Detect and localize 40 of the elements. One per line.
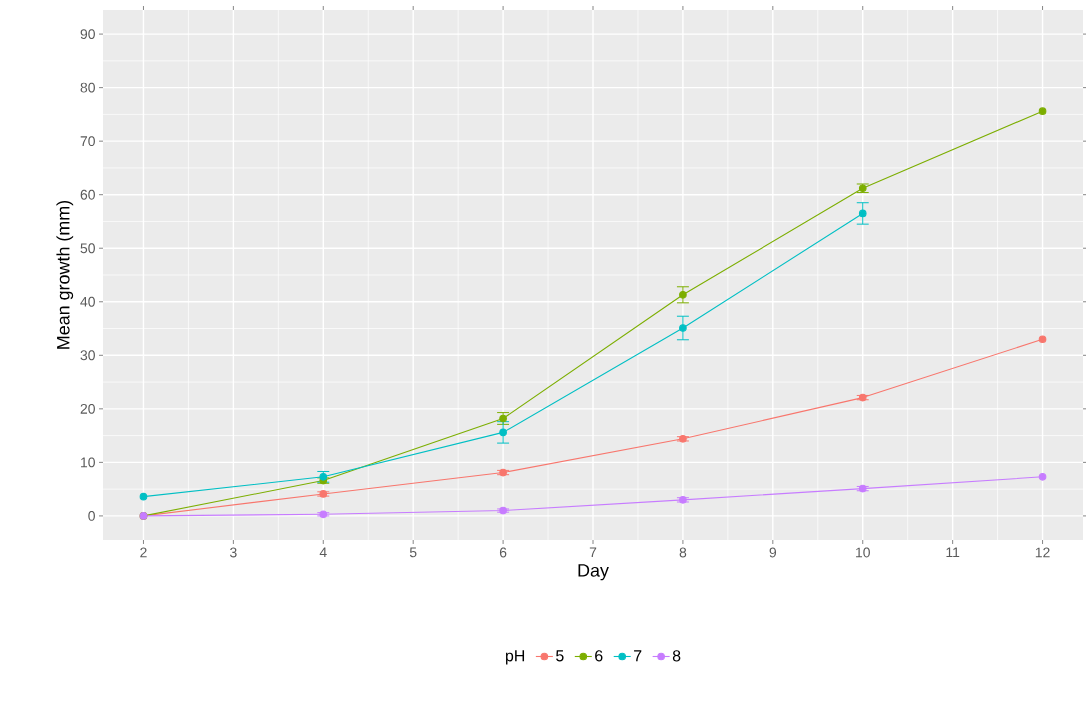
y-tick-label: 90 — [80, 29, 95, 40]
y-tick-label: 70 — [80, 136, 95, 147]
legend-label: 8 — [672, 650, 681, 662]
point — [1038, 335, 1047, 344]
y-tick-label: 60 — [80, 189, 95, 200]
x-tick-label: 9 — [769, 547, 777, 558]
point — [679, 290, 687, 299]
point — [858, 209, 867, 218]
x-tick-label: 11 — [946, 547, 960, 558]
point — [499, 428, 507, 437]
point — [139, 492, 148, 501]
x-tick-label: 5 — [409, 547, 417, 558]
point — [1038, 472, 1047, 481]
y-axis-title: Mean growth (mm) — [56, 200, 74, 349]
x-tick-label: 6 — [499, 547, 507, 558]
legend-label: 7 — [634, 650, 642, 662]
y-tick-label: 20 — [80, 403, 95, 414]
y-tick-label: 50 — [80, 243, 95, 254]
point — [1038, 107, 1047, 116]
y-tick-label: 40 — [80, 296, 95, 307]
y-tick-label: 80 — [80, 82, 95, 93]
y-tick-label: 30 — [80, 350, 95, 361]
x-tick-label: 12 — [1035, 547, 1050, 558]
legend-label: 6 — [595, 650, 603, 662]
x-tick-label: 4 — [319, 547, 327, 558]
y-tick-label: 10 — [81, 457, 95, 468]
point — [858, 484, 867, 493]
legend-label: 5 — [556, 650, 564, 662]
point — [858, 393, 867, 402]
x-axis-title: Day — [578, 564, 609, 581]
x-tick-label: 8 — [679, 547, 687, 558]
x-tick-label: 3 — [230, 547, 237, 558]
x-tick-label: 10 — [856, 547, 870, 558]
legend-title: pH — [506, 650, 525, 665]
y-tick-label: 0 — [88, 510, 95, 521]
point — [679, 324, 687, 332]
point — [319, 510, 328, 519]
point — [319, 490, 328, 498]
x-tick-label: 2 — [140, 547, 147, 558]
x-tick-label: 7 — [589, 547, 597, 558]
